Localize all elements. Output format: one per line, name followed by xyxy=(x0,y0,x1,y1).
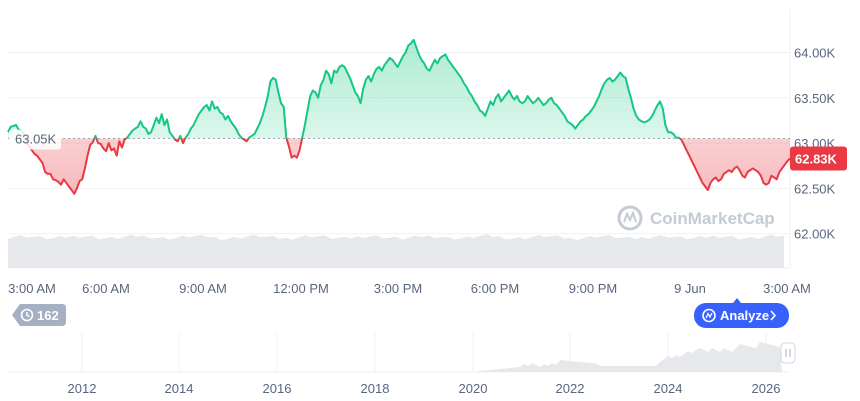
x-tick-label: 6:00 AM xyxy=(82,281,130,296)
coinmarketcap-logo-icon xyxy=(617,205,643,231)
analyze-label: Analyze xyxy=(720,308,769,323)
volume-area xyxy=(8,234,784,268)
price-lines xyxy=(7,38,791,195)
navigator-x-axis: 2012 2014 2016 2018 2020 2022 2024 2026 xyxy=(68,381,781,396)
navigator-tick-label: 2026 xyxy=(752,381,781,396)
analyze-button[interactable]: Analyze xyxy=(694,298,789,328)
navigator-tick-label: 2016 xyxy=(263,381,292,396)
history-button[interactable]: 162 xyxy=(12,304,66,326)
navigator-tick-label: 2024 xyxy=(654,381,683,396)
y-tick-label: 64.00K xyxy=(794,46,836,61)
navigator-tick-label: 2018 xyxy=(361,381,390,396)
x-tick-label: 9:00 PM xyxy=(569,281,617,296)
x-tick-label: 3:00 AM xyxy=(8,281,56,296)
area-above-reference xyxy=(8,39,790,139)
x-tick-label: 3:00 AM xyxy=(763,281,811,296)
watermark-text: CoinMarketCap xyxy=(650,209,775,228)
x-tick-label: 9:00 AM xyxy=(179,281,227,296)
range-navigator[interactable] xyxy=(8,333,790,373)
volume-shape xyxy=(8,234,784,268)
reference-price-tag: 63.05K xyxy=(9,129,61,150)
navigator-tick-label: 2012 xyxy=(68,381,97,396)
navigator-handle[interactable] xyxy=(780,342,796,364)
watermark: CoinMarketCap xyxy=(617,205,775,231)
x-axis: 3:00 AM 6:00 AM 9:00 AM 12:00 PM 3:00 PM 6:00… xyxy=(8,281,811,296)
price-line-up xyxy=(7,38,682,139)
navigator-tick-label: 2020 xyxy=(459,381,488,396)
navigator-area xyxy=(8,342,782,372)
x-tick-label: 6:00 PM xyxy=(471,281,519,296)
analyze-icon xyxy=(702,308,716,323)
current-price-tag: 62.83K xyxy=(790,146,847,171)
reference-price-label: 63.05K xyxy=(15,132,57,147)
y-tick-label: 62.50K xyxy=(794,181,836,196)
history-count: 162 xyxy=(37,308,59,323)
chevron-right-icon xyxy=(770,310,777,321)
y-tick-label: 62.00K xyxy=(794,227,836,242)
x-tick-label: 9 Jun xyxy=(674,281,706,296)
history-icon xyxy=(20,308,34,322)
navigator-tick-label: 2022 xyxy=(556,381,585,396)
x-tick-label: 12:00 PM xyxy=(273,281,329,296)
x-tick-label: 3:00 PM xyxy=(374,281,422,296)
current-price-label: 62.83K xyxy=(795,151,838,166)
navigator-tick-label: 2014 xyxy=(165,381,194,396)
y-tick-label: 63.50K xyxy=(794,91,836,106)
